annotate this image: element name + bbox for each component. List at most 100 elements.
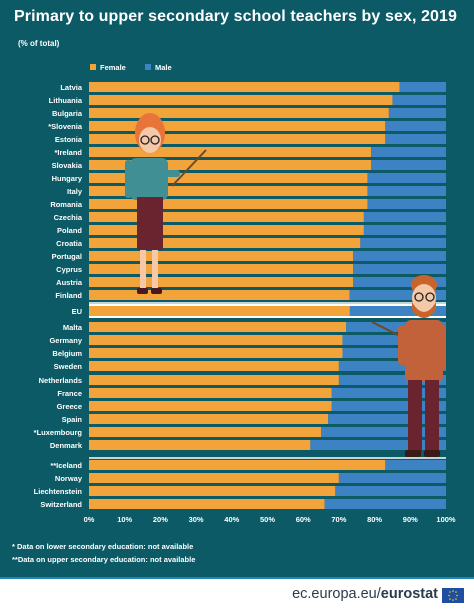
category-label: France xyxy=(57,389,82,398)
bar-male xyxy=(399,82,446,92)
footnotes: * Data on lower secondary education: not… xyxy=(12,540,195,566)
x-tick-label: 40% xyxy=(224,515,239,524)
bar-female xyxy=(89,361,339,371)
bar-male xyxy=(367,186,446,196)
bar-male xyxy=(363,225,446,235)
category-label: Greece xyxy=(57,402,82,411)
bar-male xyxy=(331,401,446,411)
bar-male xyxy=(371,160,446,170)
bar-female xyxy=(89,277,354,287)
bar-male xyxy=(349,290,446,300)
legend-male-swatch xyxy=(145,64,151,70)
source-footer: ec.europa.eu/eurostat xyxy=(0,577,474,612)
bar-female xyxy=(89,186,368,196)
category-label: Cyprus xyxy=(56,265,82,274)
x-tick-label: 0% xyxy=(84,515,95,524)
bar-female xyxy=(89,160,372,170)
bar-male xyxy=(328,414,446,424)
bar-female xyxy=(89,225,364,235)
bar-female xyxy=(89,199,368,209)
eu-flag-icon xyxy=(442,588,464,603)
bar-female xyxy=(89,82,400,92)
category-label: Czechia xyxy=(54,213,83,222)
category-label: Norway xyxy=(55,474,83,483)
category-label: Estonia xyxy=(55,135,83,144)
category-label: Portugal xyxy=(52,252,82,261)
category-label: Latvia xyxy=(60,83,83,92)
bar-male xyxy=(338,361,446,371)
bar-female xyxy=(89,264,354,274)
bar-female xyxy=(89,375,339,385)
category-label: Netherlands xyxy=(39,376,82,385)
bar-male xyxy=(353,264,446,274)
category-label: Finland xyxy=(55,291,82,300)
bar-female xyxy=(89,212,364,222)
x-tick-label: 10% xyxy=(117,515,132,524)
category-label: Poland xyxy=(57,226,82,235)
category-label: Switzerland xyxy=(40,500,82,509)
bar-female xyxy=(89,473,339,483)
category-label: Hungary xyxy=(52,174,83,183)
legend-male: Male xyxy=(145,61,172,73)
bar-male xyxy=(385,134,446,144)
category-label: Romania xyxy=(50,200,83,209)
bar-male xyxy=(360,238,446,248)
category-label: Malta xyxy=(63,323,83,332)
bar-male xyxy=(331,388,446,398)
bar-male xyxy=(392,95,446,105)
category-label: Denmark xyxy=(50,441,83,450)
chart-subtitle: (% of total) xyxy=(18,39,60,48)
x-tick-label: 100% xyxy=(436,515,456,524)
source-link[interactable]: ec.europa.eu/eurostat xyxy=(292,586,438,602)
category-labels-layer: Latvia Lithuania Bulgaria *Slovenia Estonia *… xyxy=(34,83,83,509)
bar-male xyxy=(342,335,446,345)
bar-male xyxy=(353,277,446,287)
bar-female xyxy=(89,460,386,470)
bar-male xyxy=(385,460,446,470)
legend-female-swatch xyxy=(90,64,96,70)
male-teacher-illustration xyxy=(371,275,446,457)
female-teacher-illustration xyxy=(125,113,207,294)
bar-female xyxy=(89,134,386,144)
legend-male-label: Male xyxy=(155,62,172,72)
bar-male xyxy=(353,251,446,261)
x-tick-label: 30% xyxy=(189,515,204,524)
category-label: *Ireland xyxy=(54,148,82,157)
bar-female xyxy=(89,499,325,509)
bar-female xyxy=(89,121,386,131)
footnote-2: **Data on upper secondary education: not… xyxy=(12,555,196,564)
bar-male xyxy=(367,199,446,209)
chart-title: Primary to upper secondary school teache… xyxy=(14,8,458,25)
category-label: Liechtenstein xyxy=(34,487,83,496)
bar-male xyxy=(363,212,446,222)
category-label: Austria xyxy=(56,278,83,287)
source-brand: eurostat xyxy=(380,586,438,602)
category-label: Croatia xyxy=(56,239,83,248)
bar-male xyxy=(338,473,446,483)
bar-male xyxy=(321,427,446,437)
bar-female xyxy=(89,388,332,398)
x-tick-labels-layer: 0% 10% 20% 30% 40% 50% 60% 70% 80% 90% 100% xyxy=(84,515,456,524)
bar-female xyxy=(89,306,350,316)
category-label: Lithuania xyxy=(49,96,83,105)
category-label: *Luxembourg xyxy=(34,428,83,437)
category-label: Bulgaria xyxy=(52,109,83,118)
bar-male xyxy=(346,322,446,332)
bar-male xyxy=(371,147,446,157)
bars-layer xyxy=(89,82,446,509)
category-label: Italy xyxy=(67,187,83,196)
bar-female xyxy=(89,335,343,345)
x-tick-label: 60% xyxy=(296,515,311,524)
bar-male xyxy=(388,108,446,118)
bar-female xyxy=(89,95,393,105)
bar-male xyxy=(385,121,446,131)
bar-male xyxy=(349,306,446,316)
category-label: *Slovenia xyxy=(48,122,83,131)
bar-male xyxy=(338,375,446,385)
bar-female xyxy=(89,486,336,496)
bar-female xyxy=(89,173,368,183)
bar-female xyxy=(89,251,354,261)
bar-female xyxy=(89,427,322,437)
category-label: Sweden xyxy=(54,362,83,371)
x-tick-label: 90% xyxy=(403,515,418,524)
